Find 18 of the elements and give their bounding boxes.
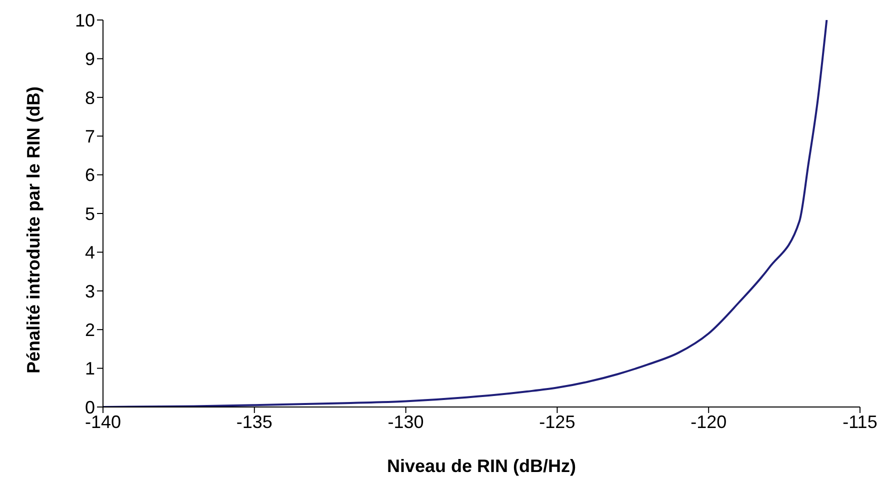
y-tick-label: 4 [84,242,95,263]
y-tick-label: 5 [84,204,95,224]
x-tick-label: -130 [388,412,424,432]
y-tick-label: 10 [74,10,95,30]
y-tick-label: 9 [84,49,95,70]
y-tick-label: 1 [84,358,95,379]
y-tick-label: 0 [84,397,95,418]
y-tick-label: 6 [84,165,95,186]
y-tick-label: 7 [84,126,95,146]
y-tick-label: 3 [84,281,95,302]
x-tick-label: -115 [842,412,878,432]
x-tick-label: -120 [690,412,727,432]
y-axis-title: Pénalité introduite par le RIN (dB) [23,86,44,374]
y-tick-label: 8 [84,88,95,108]
y-tick-label: 2 [84,320,95,340]
x-tick-label: -125 [539,412,576,432]
x-axis-title: Niveau de RIN (dB/Hz) [386,456,576,476]
x-tick-label: -135 [236,412,272,432]
